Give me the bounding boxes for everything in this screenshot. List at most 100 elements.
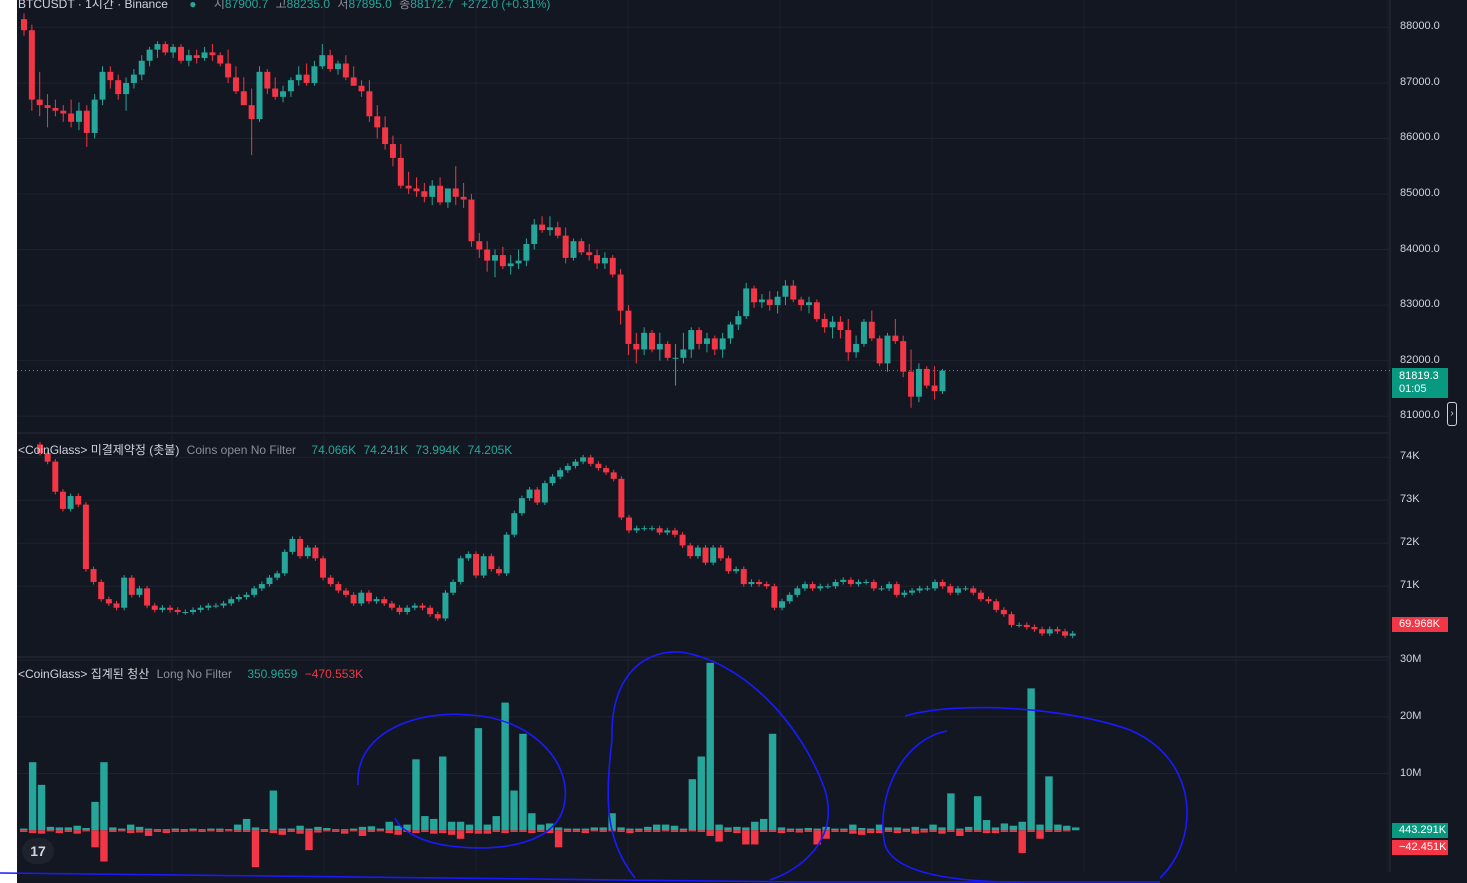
liq-short-bar — [581, 830, 590, 834]
oi-indicator-name[interactable]: 미결제약정 (촛불) — [90, 443, 180, 457]
liq-short-bar — [233, 830, 242, 832]
liq-short-bar — [1054, 830, 1062, 832]
symbol-title[interactable]: BTCUSDT · 1시간 · Binance — [18, 0, 168, 11]
liq-short-bar — [305, 830, 313, 851]
candle-body — [287, 80, 294, 92]
oi-candle-body — [847, 579, 854, 585]
liq-long-bar — [358, 826, 367, 831]
liq-long-bar — [20, 828, 28, 831]
oi-candle-body — [44, 453, 51, 462]
liq-long-bar — [216, 828, 224, 831]
oi-candle-body — [725, 558, 732, 572]
oi-candle-body — [656, 528, 663, 533]
candle-body — [366, 91, 373, 117]
liq-long-bar — [929, 824, 937, 831]
candle-body — [931, 385, 938, 392]
axis-tick-label: 30M — [1400, 653, 1422, 665]
liq-long-bar — [456, 821, 465, 831]
candle-body — [915, 368, 922, 397]
oi-candle-body — [779, 601, 786, 608]
liq-short-bar — [28, 830, 37, 834]
candle-body — [28, 30, 35, 100]
oi-candle-body — [633, 528, 640, 531]
liq-short-bar — [652, 830, 661, 832]
liq-long-bar — [902, 828, 911, 831]
candle-body — [452, 188, 459, 197]
liq-long-bar — [412, 759, 420, 831]
oi-candle-body — [610, 472, 617, 479]
candle-body — [44, 105, 51, 108]
candle-body — [68, 113, 75, 122]
liq-long-bar — [73, 825, 81, 831]
oi-candle-body — [993, 601, 1000, 610]
oi-candle-body — [916, 588, 923, 591]
liq-long-bar — [991, 827, 1000, 831]
liq-long-bar — [447, 821, 456, 831]
candle-body — [185, 55, 192, 61]
liq-short-bar — [973, 830, 982, 832]
liq-short-bar — [100, 830, 108, 862]
oi-candle-body — [557, 470, 564, 477]
oi-candle-body — [113, 603, 120, 608]
oi-candle-body — [365, 592, 372, 602]
liq-long-bar — [947, 793, 955, 831]
open-interest-pane[interactable] — [37, 441, 1076, 639]
liq-long-bar — [858, 828, 866, 831]
liquidation-pane[interactable] — [20, 662, 1080, 868]
liq-short-bar — [171, 830, 179, 832]
oi-candle-body — [427, 607, 434, 615]
annotation-circle-3 — [882, 706, 1188, 883]
liq-long-bar — [831, 828, 839, 831]
oi-candle-body — [235, 596, 242, 600]
liq-short-bar — [947, 830, 955, 832]
oi-candle-body — [1023, 624, 1030, 628]
liq-long-bar — [510, 790, 518, 831]
liq-short-bar — [742, 830, 750, 845]
oi-candle-body — [687, 545, 694, 557]
candle-body — [523, 243, 530, 261]
liq-short-bar — [314, 830, 322, 833]
liq-long-bar — [501, 702, 509, 831]
candle-body — [821, 318, 828, 328]
candle-body — [468, 199, 475, 242]
liq-short-bar — [733, 830, 741, 834]
oi-candle-body — [947, 586, 954, 593]
candle-body — [162, 44, 169, 53]
candle-body — [617, 274, 624, 311]
oi-candle-body — [962, 588, 969, 590]
liq-long-bar — [733, 826, 741, 831]
candle-body — [232, 77, 239, 92]
oi-candle-body — [702, 547, 709, 563]
oi-candle-body — [297, 538, 304, 557]
scroll-to-realtime-icon[interactable]: › — [1447, 402, 1457, 426]
candle-body — [130, 74, 137, 83]
liq-long-bar — [278, 828, 286, 831]
liq-long-bar — [153, 829, 162, 831]
liq-long-bar — [1018, 821, 1026, 831]
axis-tick-label: 71K — [1400, 579, 1420, 592]
candle-body — [382, 127, 389, 145]
candle-body — [719, 338, 726, 350]
liq-short-bar — [786, 830, 795, 832]
low-label: 저 — [337, 0, 349, 11]
candle-body — [625, 310, 632, 344]
oi-candle-body — [419, 605, 426, 608]
liq-long-bar — [296, 825, 304, 831]
oi-candle-body — [954, 588, 961, 593]
candle-body — [656, 343, 663, 350]
oi-candle-body — [465, 554, 472, 559]
liq-short-bar — [37, 830, 46, 834]
oi-candle-body — [756, 581, 763, 585]
liq-long-bar — [118, 828, 126, 831]
liq-indicator-name[interactable]: 집계된 청산 — [90, 667, 150, 681]
liq-short-bar — [751, 830, 759, 845]
axis-tick-label: 83000.0 — [1400, 298, 1440, 311]
tradingview-logo[interactable]: 17 — [22, 838, 54, 864]
price-pane[interactable] — [17, 13, 1390, 408]
oi-candle-body — [740, 569, 747, 585]
liq-long-bar — [46, 826, 55, 831]
liq-long-bar — [287, 828, 295, 831]
liq-long-bar — [109, 827, 117, 831]
oi-candle-body — [1046, 629, 1053, 634]
